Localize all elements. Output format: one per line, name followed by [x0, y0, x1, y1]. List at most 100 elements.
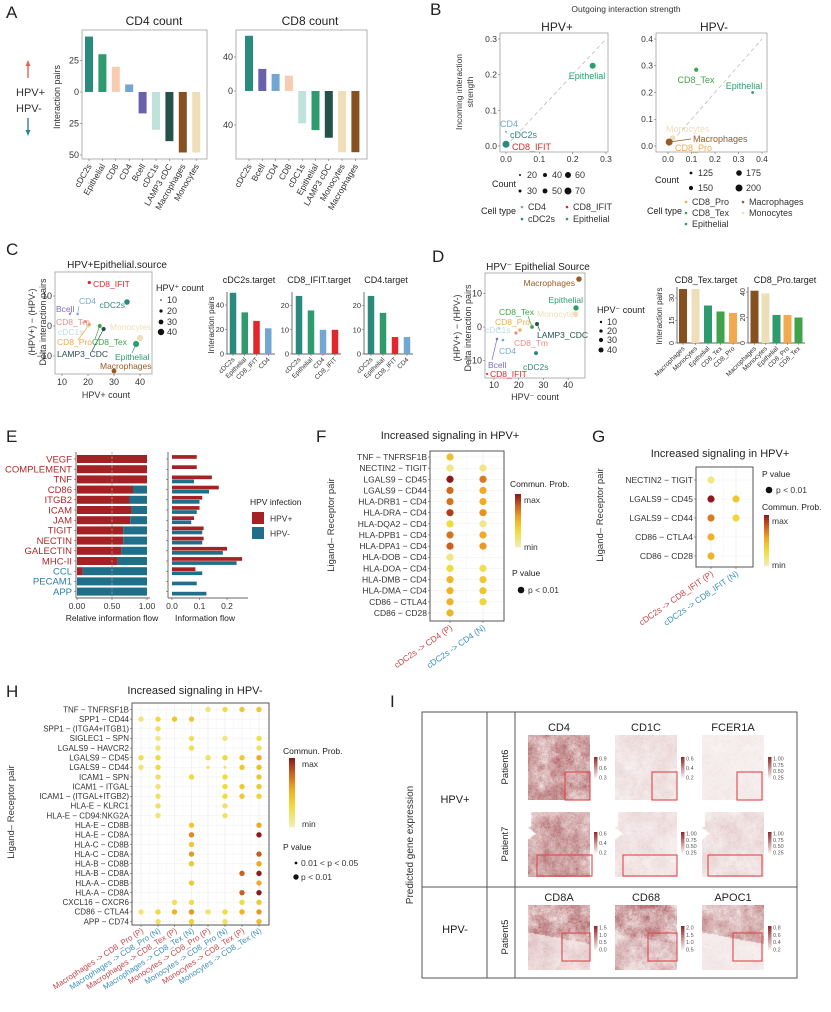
bar-hpv-negative: [172, 561, 237, 565]
colorbar-step: [768, 774, 772, 776]
colorbar-step: [594, 832, 598, 834]
colorbar-step: [594, 765, 598, 767]
colorbar-step: [768, 945, 772, 947]
colorbar-step: [515, 531, 521, 533]
pathway-label: CCL: [53, 567, 72, 578]
commun-prob-colorbar: [764, 515, 769, 567]
y-axis-label: Interaction pairs: [207, 297, 216, 354]
colorbar-step: [594, 768, 598, 769]
legend-title: Commun. Prob.: [762, 502, 822, 512]
signaling-dot: [479, 475, 487, 483]
colorbar-step: [764, 563, 769, 566]
colorbar-step: [594, 764, 598, 766]
colorbar-step: [681, 947, 685, 949]
legend-label: 40: [167, 327, 177, 337]
colorbar-step: [768, 777, 772, 779]
colorbar-step: [768, 771, 772, 773]
label-leader-line: [77, 305, 80, 315]
colorbar-step: [594, 767, 598, 769]
pvalue-size-key: [293, 874, 299, 880]
colorbar-step: [681, 851, 685, 853]
y-axis-label: Incoming interaction: [454, 54, 464, 130]
colorbar-step: [764, 539, 769, 541]
colorbar-step: [764, 532, 769, 535]
colorbar-step: [764, 529, 769, 531]
colorbar-step: [594, 834, 598, 836]
colorbar-step: [681, 775, 685, 777]
signaling-dot: [446, 609, 454, 617]
colorbar-step: [768, 772, 772, 774]
colorbar-step: [515, 507, 521, 509]
colorbar-step: [764, 550, 769, 553]
chart-title: CD8_Pro.target: [754, 275, 817, 285]
bar: [307, 310, 315, 354]
legend-title: HPV⁻ count: [597, 305, 645, 315]
colorbar-step: [681, 929, 685, 930]
ligand-receptor-label: HLA-DRB1 − CD4: [358, 497, 427, 507]
chart-title: HPV+Epithelial.source: [67, 260, 167, 271]
legend-hpv-negative-label: HPV-: [16, 103, 42, 115]
celltype-color-key: [684, 222, 688, 226]
ligand-receptor-label: LGALS9 − CD44: [629, 513, 693, 523]
colorbar-step: [515, 545, 521, 548]
bar-hpv-positive: [77, 485, 133, 494]
colorbar-step: [594, 834, 598, 835]
colorbar-step: [594, 836, 598, 838]
signaling-dot: [256, 851, 262, 857]
expression-colorbar: 2.01.51.0 0.5: [681, 926, 694, 954]
chart-C-CD8_IFIT-target: cDC2sEpithelialCD4CD8_IFIT01020CD8_IFIT.…: [281, 275, 352, 381]
data-point: [495, 337, 499, 341]
signaling-dot: [222, 918, 228, 925]
colorbar-step: [768, 759, 772, 760]
data-point: [530, 325, 534, 329]
colorbar-step: [594, 839, 598, 841]
colorbar-step: [594, 836, 598, 838]
colorbar-step: [515, 519, 521, 521]
signaling-dot: [155, 726, 161, 732]
legend-label: 10: [607, 317, 617, 327]
colorbar-step: [768, 944, 772, 946]
signaling-dot: [256, 774, 262, 780]
colorbar-step: [768, 833, 772, 835]
colorbar-step: [768, 847, 772, 849]
colorbar-step: [681, 760, 685, 761]
colorbar-step: [594, 851, 598, 853]
legend-title: Commun. Prob.: [510, 479, 570, 489]
ligand-receptor-label: HLA-E − CD8B: [75, 821, 129, 830]
signaling-dot: [188, 841, 195, 848]
data-point: [502, 140, 510, 148]
colorbar-step: [768, 834, 772, 836]
bar: [324, 91, 333, 138]
panel-label-i: I: [390, 692, 395, 711]
colorbar-step: [594, 941, 598, 942]
colorbar-step: [515, 533, 521, 536]
point-label: Bcell: [488, 360, 507, 370]
colorbar-step: [594, 759, 598, 760]
colorbar-step: [681, 840, 685, 842]
pathway-label: ITGB2: [45, 495, 72, 506]
colorbar-step: [289, 794, 295, 797]
signaling-dot: [479, 598, 487, 606]
data-point: [572, 311, 579, 317]
ligand-receptor-label: HLA-DOA − CD4: [363, 563, 427, 573]
point-label: CD8_Tm: [56, 317, 90, 327]
y-tick-label: 10: [281, 325, 289, 334]
colorbar-step: [768, 948, 772, 950]
colorbar-step: [768, 844, 772, 845]
colorbar-step: [289, 811, 295, 814]
colorbar-step: [768, 849, 772, 851]
legend-title: P value: [762, 469, 790, 479]
colorbar-step: [681, 840, 685, 842]
y-axis-label: (HPV+) − (HPV-): [27, 288, 37, 355]
count-size-key: [543, 173, 547, 177]
colorbar-step: [681, 850, 685, 852]
signaling-dot: [188, 822, 195, 828]
colorbar-step: [681, 835, 685, 836]
chart-title: HPV⁻ Epithelial Source: [486, 262, 590, 273]
data-point: [124, 299, 130, 305]
pathway-label: MHC-II: [42, 556, 72, 567]
x-tick-label: 0.0: [662, 154, 674, 164]
y-tick-label: 0.4: [641, 34, 653, 44]
colorbar-step: [289, 764, 295, 767]
legend-label: p < 0.01: [301, 872, 332, 882]
